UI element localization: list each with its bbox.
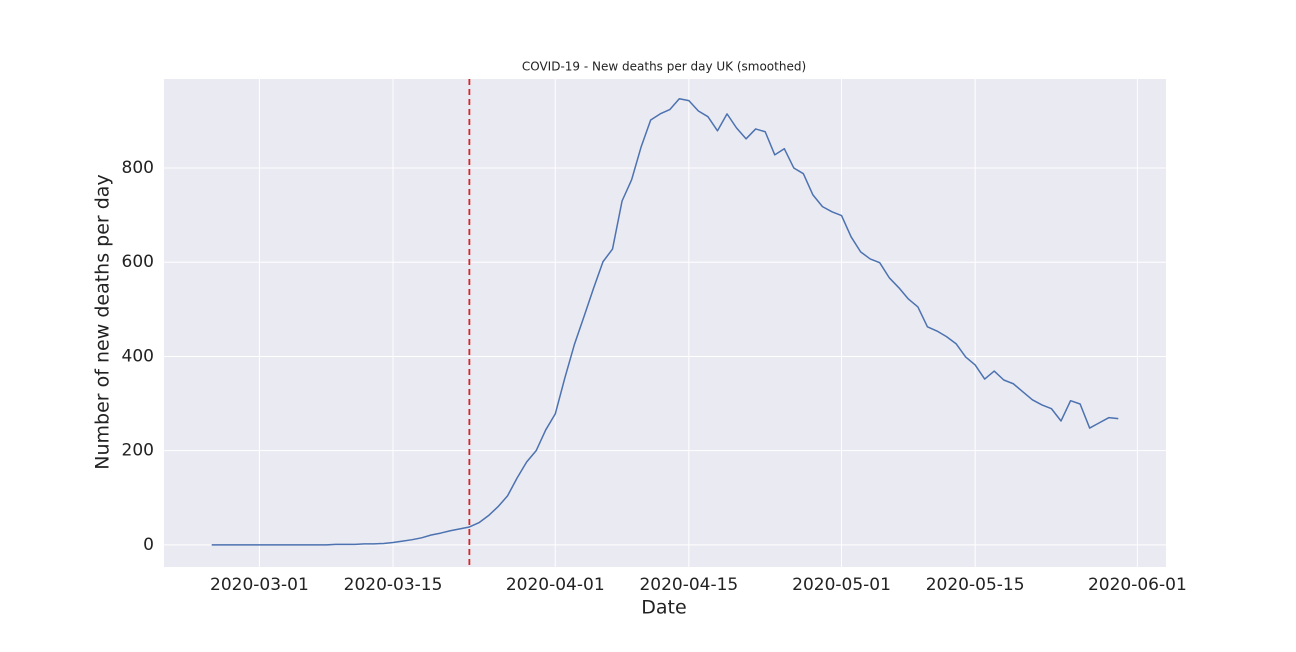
x-axis-label: Date bbox=[641, 597, 686, 619]
y-tick-label: 600 bbox=[122, 252, 154, 272]
x-tick-label: 2020-05-15 bbox=[926, 575, 1025, 595]
x-tick-label: 2020-06-01 bbox=[1088, 575, 1187, 595]
y-axis-label: Number of new deaths per day bbox=[92, 174, 114, 469]
plot-area bbox=[164, 79, 1166, 567]
y-tick-label: 0 bbox=[143, 535, 154, 555]
x-tick-label: 2020-03-01 bbox=[210, 575, 309, 595]
x-tick-label: 2020-04-15 bbox=[639, 575, 738, 595]
y-tick-label: 200 bbox=[122, 441, 154, 461]
grid bbox=[164, 79, 1166, 567]
x-tick-label: 2020-03-15 bbox=[344, 575, 443, 595]
data-line bbox=[211, 98, 1119, 546]
chart-title: COVID-19 - New deaths per day UK (smooth… bbox=[522, 60, 806, 74]
x-tick-label: 2020-05-01 bbox=[792, 575, 891, 595]
y-tick-label: 400 bbox=[122, 346, 154, 366]
x-tick-label: 2020-04-01 bbox=[506, 575, 605, 595]
marks bbox=[211, 79, 1119, 567]
y-tick-label: 800 bbox=[122, 158, 154, 178]
